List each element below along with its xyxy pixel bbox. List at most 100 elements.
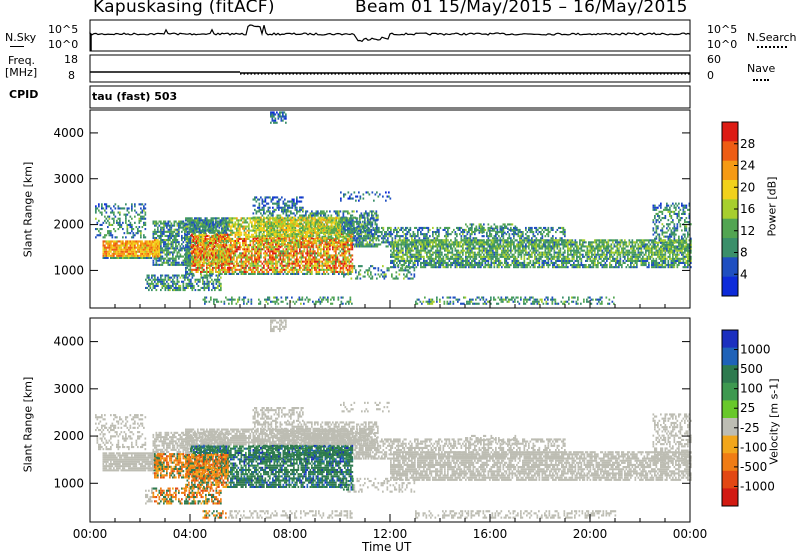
data-cell xyxy=(510,237,512,240)
data-cell xyxy=(167,251,170,254)
data-cell xyxy=(263,239,265,242)
data-cell xyxy=(147,246,150,249)
data-cell xyxy=(194,242,196,245)
data-cell xyxy=(260,272,262,275)
data-cell xyxy=(242,262,244,265)
data-cell xyxy=(519,243,521,246)
data-cell xyxy=(231,221,234,224)
data-cell xyxy=(297,210,300,213)
data-cell xyxy=(211,243,213,246)
data-cell xyxy=(260,252,262,255)
data-cell xyxy=(236,219,238,222)
data-cell xyxy=(263,243,265,246)
data-cell xyxy=(290,223,292,226)
data-cell xyxy=(345,272,348,275)
data-cell xyxy=(170,247,173,250)
data-cell xyxy=(371,224,373,227)
power-data-cells xyxy=(95,111,692,305)
data-cell xyxy=(324,260,327,263)
data-cell xyxy=(270,226,273,229)
data-cell xyxy=(227,239,229,242)
data-cell xyxy=(456,235,458,238)
data-cell xyxy=(354,231,357,234)
data-cell xyxy=(272,264,274,267)
data-cell xyxy=(204,227,207,230)
data-cell xyxy=(209,231,211,234)
data-cell xyxy=(300,262,303,265)
data-cell xyxy=(354,239,357,242)
data-cell xyxy=(191,262,193,265)
data-cell xyxy=(197,252,199,255)
data-cell xyxy=(192,219,195,222)
data-cell xyxy=(176,222,179,225)
data-cell xyxy=(550,228,553,231)
data-cell xyxy=(167,245,170,248)
data-cell xyxy=(223,222,225,225)
data-cell xyxy=(195,250,198,253)
data-cell xyxy=(249,235,252,238)
data-cell xyxy=(225,229,228,232)
data-cell xyxy=(206,268,208,271)
data-cell xyxy=(195,268,198,271)
data-cell xyxy=(134,246,136,249)
data-cell xyxy=(182,228,185,231)
data-cell xyxy=(278,222,280,225)
data-cell xyxy=(272,258,274,261)
data-cell xyxy=(342,246,345,249)
data-cell xyxy=(189,225,192,228)
data-cell xyxy=(329,239,331,242)
data-cell xyxy=(243,244,246,247)
data-cell xyxy=(208,251,210,254)
data-cell xyxy=(318,212,321,215)
data-cell xyxy=(385,235,388,238)
data-cell xyxy=(197,270,199,273)
data-cell xyxy=(231,239,234,242)
data-cell xyxy=(350,219,352,222)
data-cell xyxy=(282,222,285,225)
data-cell xyxy=(489,226,491,229)
data-cell xyxy=(338,258,340,261)
data-cell xyxy=(522,231,524,234)
data-cell xyxy=(288,268,291,271)
data-cell xyxy=(317,210,319,213)
data-cell xyxy=(294,214,297,217)
data-cell xyxy=(550,226,553,229)
data-cell xyxy=(237,268,240,271)
data-cell xyxy=(149,248,151,251)
data-cell xyxy=(196,251,198,254)
data-cell xyxy=(147,248,150,251)
data-cell xyxy=(219,223,222,226)
data-cell xyxy=(341,235,343,238)
data-cell xyxy=(169,224,171,227)
data-cell xyxy=(347,246,349,249)
data-cell xyxy=(516,233,518,236)
data-cell xyxy=(218,257,221,260)
data-cell xyxy=(140,250,142,253)
data-cell xyxy=(184,249,186,252)
data-cell xyxy=(317,272,319,275)
data-cell xyxy=(306,262,309,265)
data-cell xyxy=(321,256,324,259)
data-cell xyxy=(251,272,253,275)
data-cell xyxy=(526,237,529,240)
data-cell xyxy=(414,226,416,229)
data-cell xyxy=(287,270,289,273)
data-cell xyxy=(374,233,376,236)
data-cell xyxy=(234,264,237,267)
data-cell xyxy=(206,246,208,249)
data-cell xyxy=(225,258,228,261)
data-cell xyxy=(170,243,173,246)
data-cell xyxy=(264,258,267,261)
data-cell xyxy=(269,228,271,231)
data-cell xyxy=(306,244,309,247)
data-cell xyxy=(269,212,271,215)
data-cell xyxy=(344,260,346,263)
data-cell xyxy=(514,233,517,236)
data-cell xyxy=(272,216,274,219)
data-cell xyxy=(276,235,279,238)
data-cell xyxy=(387,228,389,231)
data-cell xyxy=(276,231,279,234)
data-cell xyxy=(309,272,312,275)
data-cell xyxy=(206,272,208,275)
data-cell xyxy=(117,256,120,259)
